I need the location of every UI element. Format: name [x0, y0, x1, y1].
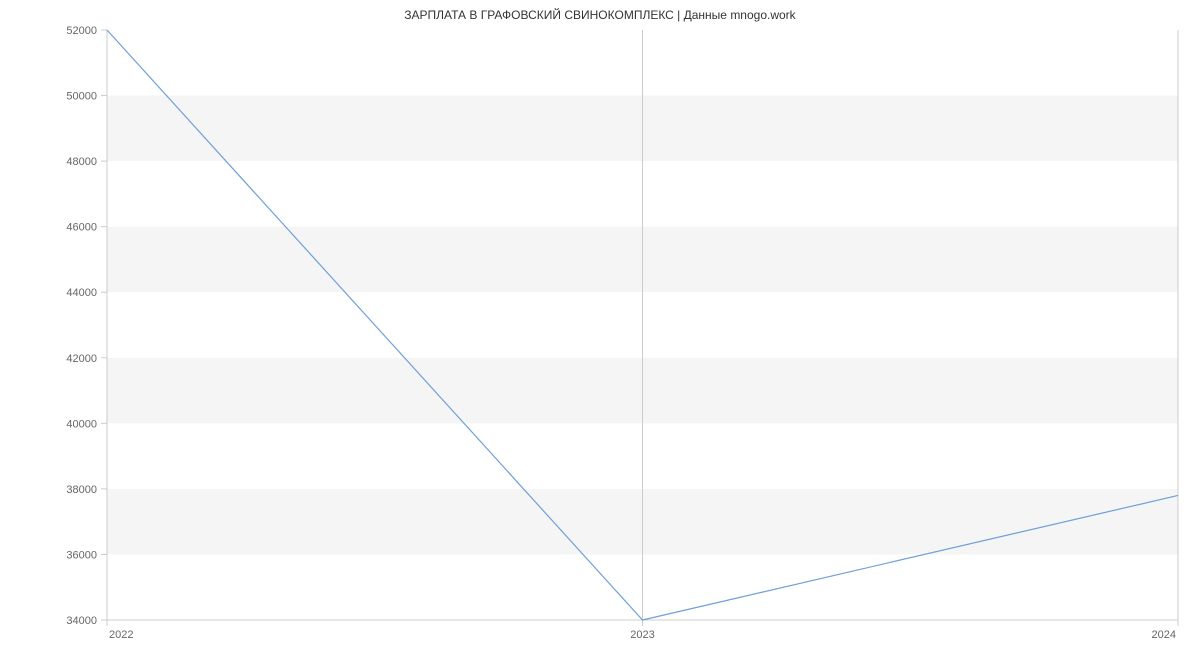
- x-tick-label: 2023: [630, 629, 654, 641]
- y-tick-label: 44000: [66, 287, 97, 299]
- y-tick-label: 50000: [66, 91, 97, 103]
- y-tick-label: 52000: [66, 25, 97, 37]
- chart-title: ЗАРПЛАТА В ГРАФОВСКИЙ СВИНОКОМПЛЕКС | Да…: [0, 8, 1200, 22]
- y-tick-label: 34000: [66, 615, 97, 627]
- y-tick-label: 36000: [66, 549, 97, 561]
- x-tick-label: 2022: [109, 629, 133, 641]
- y-tick-label: 48000: [66, 156, 97, 168]
- y-tick-label: 46000: [66, 222, 97, 234]
- y-tick-label: 42000: [66, 353, 97, 365]
- chart-svg: 34000 36000 38000 40000 42000 44000 46000 48000…: [0, 0, 1200, 650]
- x-tick-label: 2024: [1152, 629, 1176, 641]
- y-tick-label: 40000: [66, 418, 97, 430]
- y-tick-label: 38000: [66, 484, 97, 496]
- salary-line-chart: ЗАРПЛАТА В ГРАФОВСКИЙ СВИНОКОМПЛЕКС | Да…: [0, 0, 1200, 650]
